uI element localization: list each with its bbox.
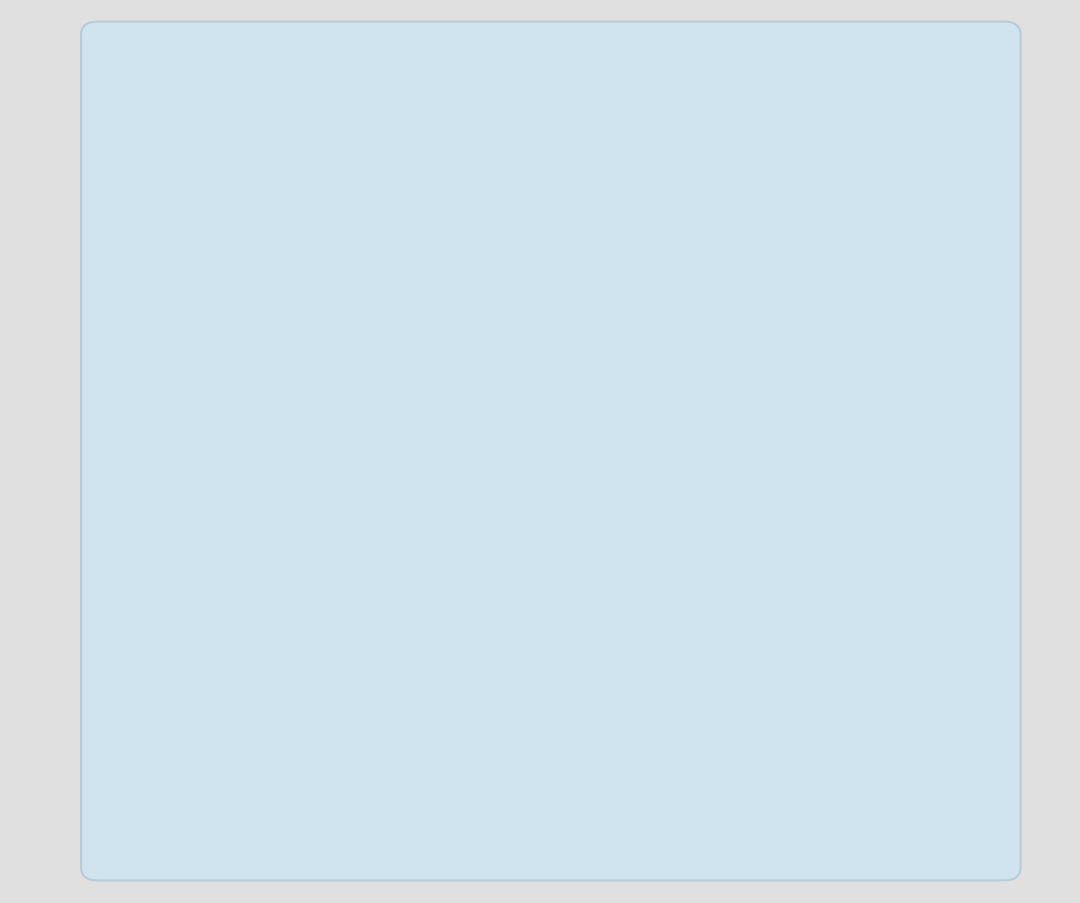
- Circle shape: [173, 288, 230, 341]
- Text: Select one:: Select one:: [161, 202, 348, 236]
- Circle shape: [180, 715, 222, 753]
- Text: amplitudes: amplitudes: [301, 514, 487, 547]
- Text: In differential-mode, ………………: In differential-mode, ………………: [161, 90, 756, 124]
- Text: d. opposite polarity signals are: d. opposite polarity signals are: [265, 726, 780, 759]
- Circle shape: [180, 582, 222, 620]
- Text: b. the outputs are of different: b. the outputs are of different: [265, 452, 760, 485]
- Circle shape: [173, 433, 230, 487]
- Circle shape: [180, 295, 222, 333]
- Circle shape: [173, 707, 230, 760]
- Text: used: used: [301, 368, 381, 402]
- Circle shape: [173, 574, 230, 628]
- Text: applied to the inputs: applied to the inputs: [301, 788, 648, 821]
- Text: a. only one supply voltage is: a. only one supply voltage is: [265, 306, 743, 340]
- Circle shape: [180, 441, 222, 479]
- Text: c. the gain is one: c. the gain is one: [265, 592, 552, 626]
